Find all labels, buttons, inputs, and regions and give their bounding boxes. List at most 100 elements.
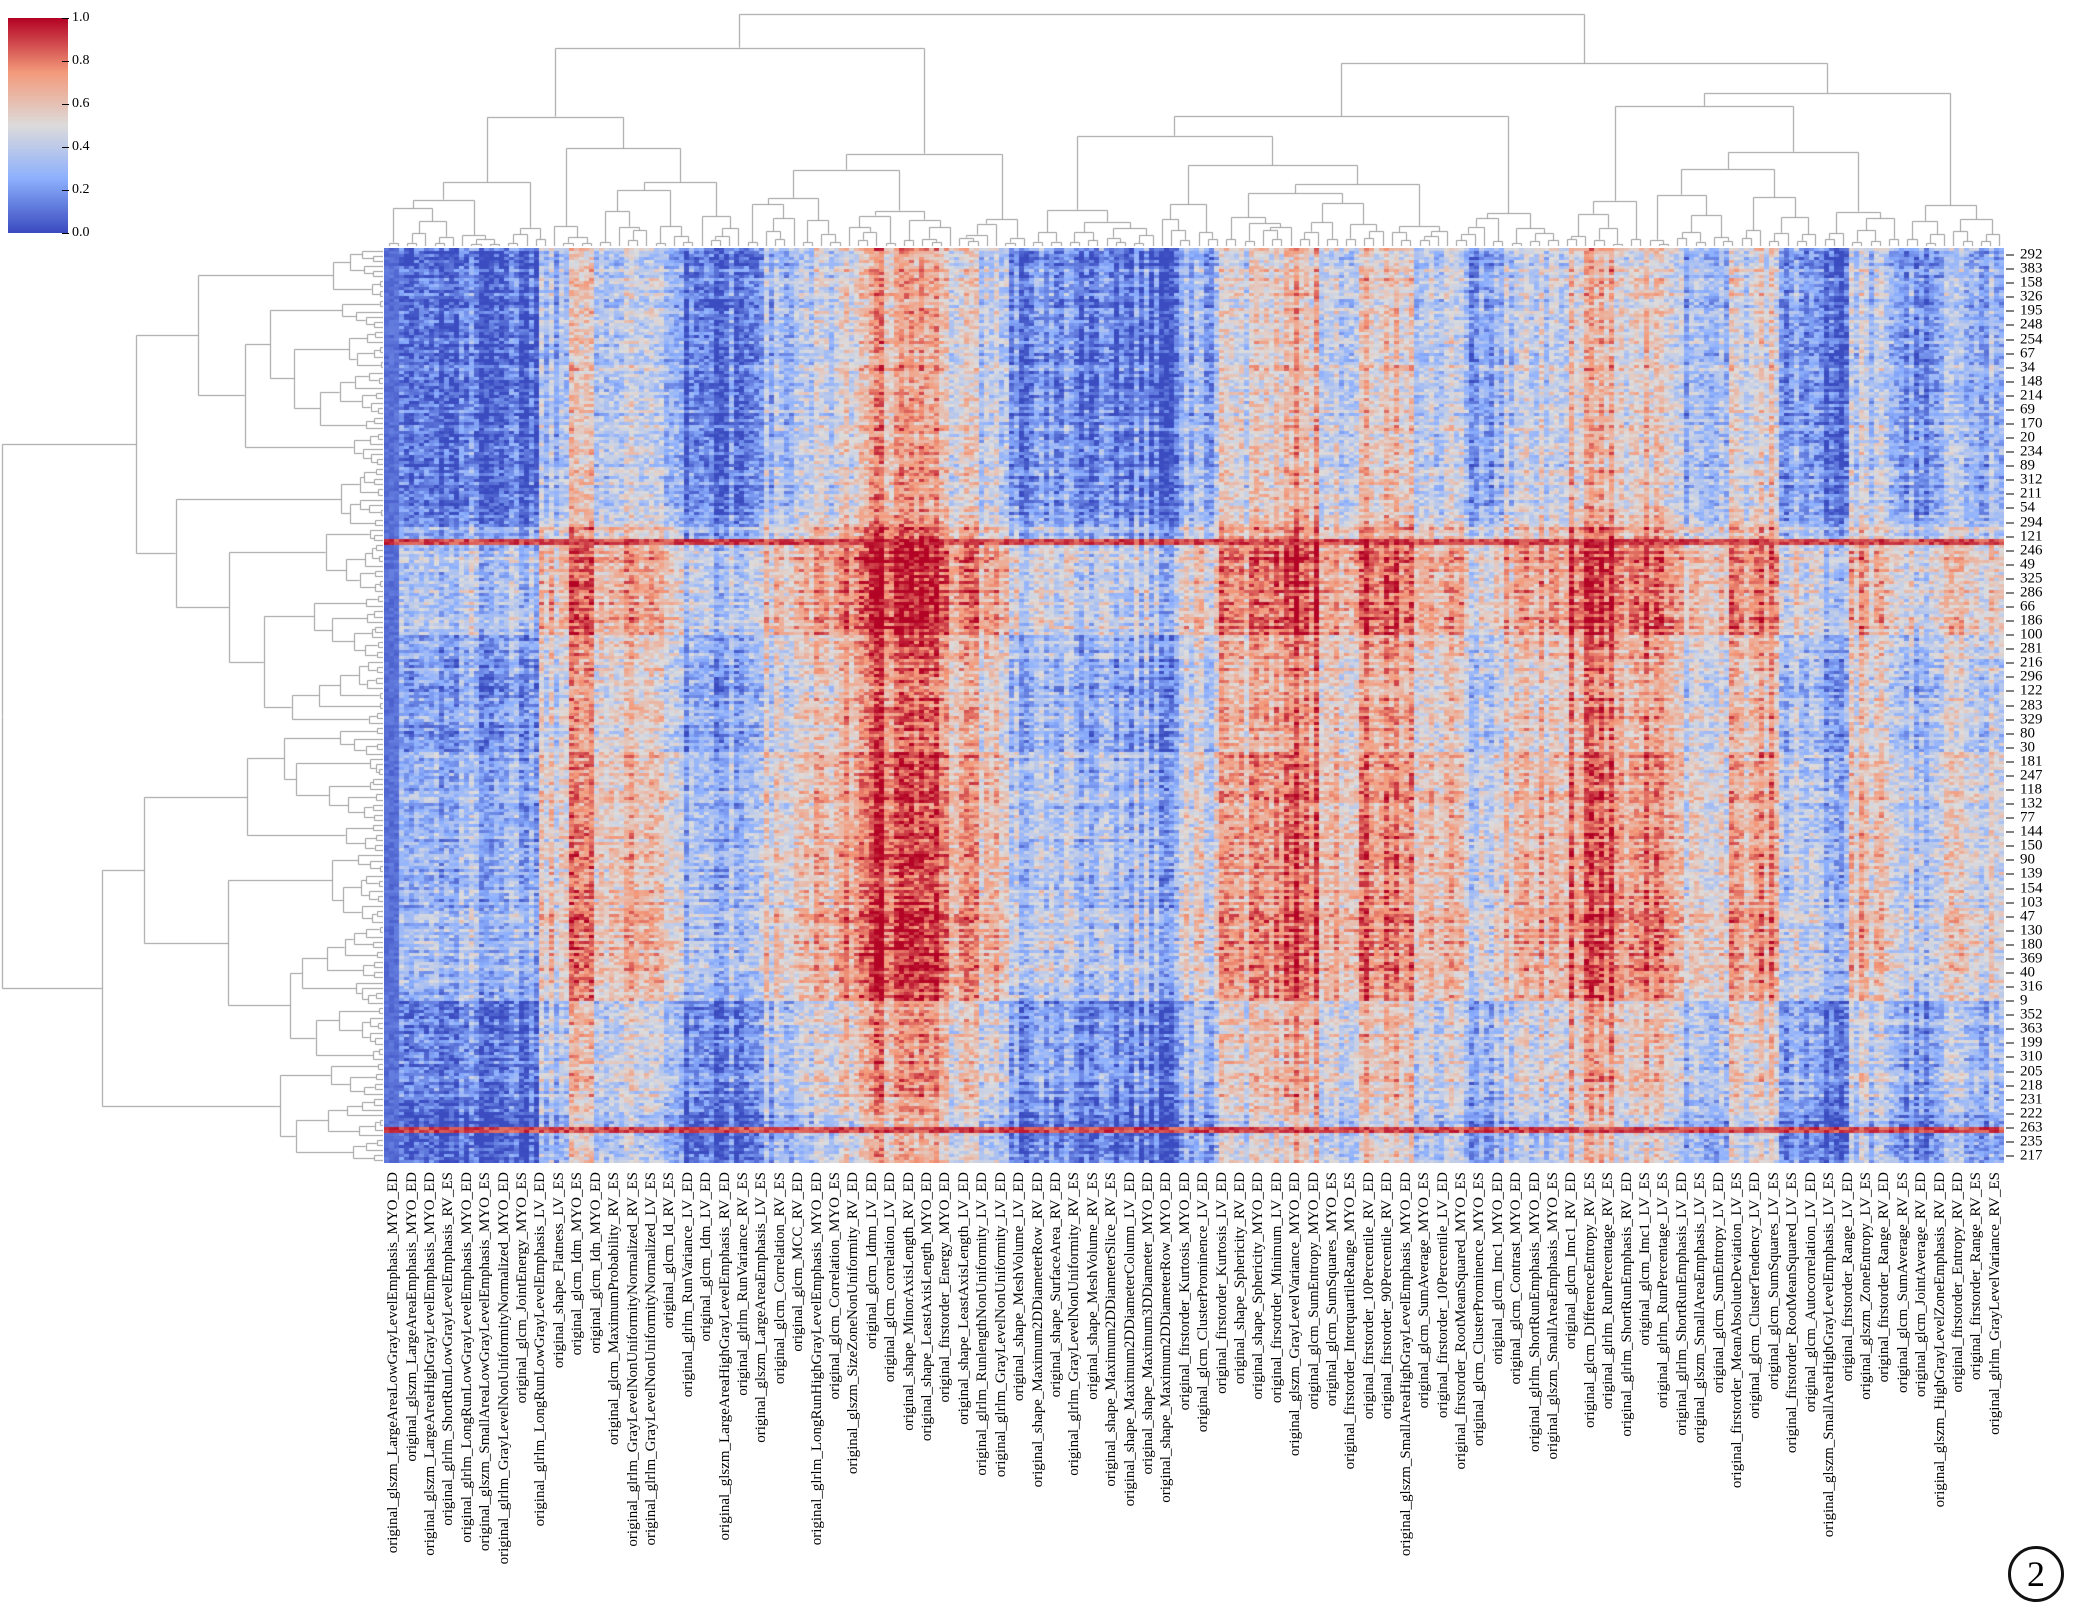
tick-mark	[2006, 254, 2014, 256]
tick-mark	[62, 232, 69, 234]
tick-text: original_glszm_ZoneEntropy_LV_ES	[1857, 1172, 1874, 1400]
row-tick-label: 66	[2006, 599, 2035, 614]
tick-mark	[2006, 381, 2014, 383]
tick-mark	[2006, 902, 2014, 904]
row-dendrogram	[0, 248, 383, 1163]
tick-mark	[2006, 817, 2014, 819]
tick-mark	[2006, 324, 2014, 326]
tick-text: original_firstorder_90Percentile_RV_ED	[1379, 1172, 1396, 1420]
tick-text: 254	[2020, 331, 2043, 347]
column-tick-label: original_glcm_DifferenceEntropy_RV_ES	[1582, 1172, 1598, 1428]
tick-text: 281	[2020, 640, 2043, 657]
tick-mark	[62, 60, 69, 62]
tick-mark	[2006, 733, 2014, 735]
row-tick-label: 158	[2006, 275, 2043, 291]
row-tick-label: 150	[2006, 838, 2043, 854]
tick-text: original_firstorder_Entropy_RV_ED	[1949, 1172, 1966, 1393]
row-tick-label: 90	[2006, 851, 2035, 868]
tick-text: 326	[2020, 288, 2043, 305]
tick-text: 296	[2020, 668, 2043, 685]
tick-text: original_glcm_ClusterTendency_LV_ED	[1747, 1172, 1764, 1419]
column-tick-label: original_glcm_ClusterTendency_LV_ED	[1747, 1172, 1763, 1419]
column-tick-label: original_shape_Maximum3DDiameter_MYO_ED	[1140, 1172, 1156, 1474]
row-tick-label: 234	[2006, 443, 2043, 460]
tick-text: original_firsotrder_Minimum_LV_ED	[1268, 1172, 1285, 1404]
tick-label: 0.6	[72, 96, 90, 111]
tick-text: 231	[2020, 1091, 2043, 1108]
tick-text: 90	[2020, 851, 2035, 868]
tick-mark	[2006, 465, 2014, 467]
row-tick-label: 211	[2006, 486, 2042, 502]
column-tick-label: original_glszm_LargeAreaHighGrayLevelEmp…	[422, 1172, 438, 1556]
tick-label: 0.8	[72, 53, 90, 68]
tick-text: 222	[2020, 1105, 2043, 1122]
row-tick-label: 154	[2006, 881, 2043, 896]
tick-label: 0.0	[72, 225, 90, 240]
tick-text: original_glcm_Imc1_RV_ED	[1563, 1172, 1580, 1350]
tick-mark	[2006, 1056, 2014, 1058]
column-tick-label: original_glcm_Idmn_LV_ED	[864, 1172, 880, 1349]
column-tick-label: original_glrlm_LongRunLowGrayLevelEmphas…	[459, 1172, 475, 1543]
tick-text: 30	[2020, 739, 2035, 756]
tick-text: 294	[2020, 514, 2043, 530]
column-tick-label: original_glcm_Correlation_RV_ES	[772, 1172, 788, 1384]
tick-mark	[2006, 831, 2014, 833]
tick-mark	[2006, 451, 2014, 453]
column-tick-label: original_glszm_SmallAreaEmphasis_MYO_ES	[1545, 1172, 1561, 1459]
tick-text: original_shape_LeastAxisLength_MYO_ED	[919, 1172, 936, 1442]
row-tick-label: 69	[2006, 402, 2035, 417]
tick-mark	[2006, 1000, 2014, 1002]
tick-text: original_glrlm_LongRunLowGrayLevelEmphas…	[458, 1172, 475, 1543]
figure-number-badge: 2	[2008, 1546, 2064, 1602]
tick-text: original_glcm_MaximumProbability_RV_ES	[606, 1172, 623, 1445]
row-tick-label: 369	[2006, 951, 2043, 966]
tick-text: 199	[2020, 1034, 2043, 1051]
tick-text: original_glcm_ClusterProminence_MYO_ES	[1471, 1172, 1488, 1447]
column-tick-label: original_glszm_HighGrayLevelZoneEmphasis…	[1932, 1172, 1948, 1507]
tick-text: original_glrlm_GrayLevelNonUniformityNor…	[624, 1172, 641, 1547]
tick-text: 248	[2020, 316, 2043, 333]
tick-text: original_glszm_SmallAreaHighGrayLevelEmp…	[1397, 1172, 1414, 1557]
tick-text: 247	[2020, 767, 2043, 784]
tick-text: original_glcm_Idm_MYO_ES	[569, 1172, 586, 1356]
tick-text: original_glcm_JointAverage_RV_ED	[1913, 1172, 1930, 1398]
column-tick-label: original_firstorder_Kurtosis_MYO_ED	[1177, 1172, 1193, 1410]
tick-text: 130	[2020, 922, 2043, 939]
tick-text: 234	[2020, 443, 2043, 460]
tick-mark	[2006, 1042, 2014, 1044]
tick-text: 34	[2020, 359, 2035, 376]
column-tick-label: original_glcm_Correlation_MYO_ES	[827, 1172, 843, 1399]
row-tick-label: 122	[2006, 683, 2043, 699]
column-tick-label: original_glrlm_GrayLevelNonUniformityNor…	[625, 1172, 641, 1547]
row-tick-label: 130	[2006, 923, 2043, 938]
tick-mark	[2006, 310, 2014, 312]
column-tick-label: original_shape_MinorAxisLength_RV_ED	[901, 1172, 917, 1431]
column-tick-label: original_shape_LeastAxisLength_MYO_ED	[919, 1172, 935, 1441]
column-tick-label: original_glrlm_ShortRunEmphasis_MYO_ED	[1527, 1172, 1543, 1452]
tick-mark	[2006, 437, 2014, 439]
column-tick-label: original_shape_Maximum2DDiameterRow_MYO_…	[1158, 1172, 1174, 1503]
tick-text: 69	[2020, 401, 2035, 418]
row-tick-label: 20	[2006, 430, 2035, 446]
column-tick-label: original_glrlm_LongRunLowGrayLevelEmphas…	[532, 1172, 548, 1526]
tick-text: 218	[2020, 1077, 2043, 1094]
tick-text: original_glszm_LargeAreaHighGrayLevelEmp…	[422, 1172, 439, 1556]
tick-text: original_glszm_SmallAreaEmphasis_MYO_ES	[1544, 1172, 1561, 1460]
column-tick-label: original_glszm_LargeAreaEmphasis_MYO_ED	[404, 1172, 420, 1462]
tick-text: original_glcm_ClusterProminence_LV_ED	[1195, 1172, 1212, 1433]
column-tick-label: original_glszm_SizeZoneNonUniformity_RV_…	[845, 1172, 861, 1474]
column-tick-label: original_glcm_Imc1_MYO_ED	[1490, 1172, 1506, 1364]
column-tick-label: original_glcm_Idm_MYO_ES	[569, 1172, 585, 1355]
tick-text: original_glcm_correlation_LV_ED	[882, 1172, 899, 1383]
column-tick-label: original_glszm_LargeAreaEmphasis_LV_ES	[753, 1172, 769, 1443]
tick-text: 49	[2020, 556, 2035, 573]
tick-text: original_shape_Maximum2DDiameterColumn_L…	[1121, 1172, 1138, 1507]
tick-text: original_firstorder_RootMeanSquared_LV_E…	[1784, 1172, 1801, 1454]
tick-text: 246	[2020, 542, 2043, 559]
tick-text: original_glcm_SumEntropy_LV_ED	[1710, 1172, 1727, 1394]
column-tick-label: original_firsotrder_Minimum_LV_ED	[1269, 1172, 1285, 1403]
tick-text: original_firstorder_MeanAbsoluteDeviatio…	[1729, 1172, 1746, 1489]
tick-text: original_glszm_SmallAreaLowGrayLevelEmph…	[477, 1172, 494, 1552]
column-tick-label: original_glcm_Imc1_LV_ES	[1637, 1172, 1653, 1346]
column-tick-label: original_glcm_Idn_MYO_ED	[588, 1172, 604, 1354]
